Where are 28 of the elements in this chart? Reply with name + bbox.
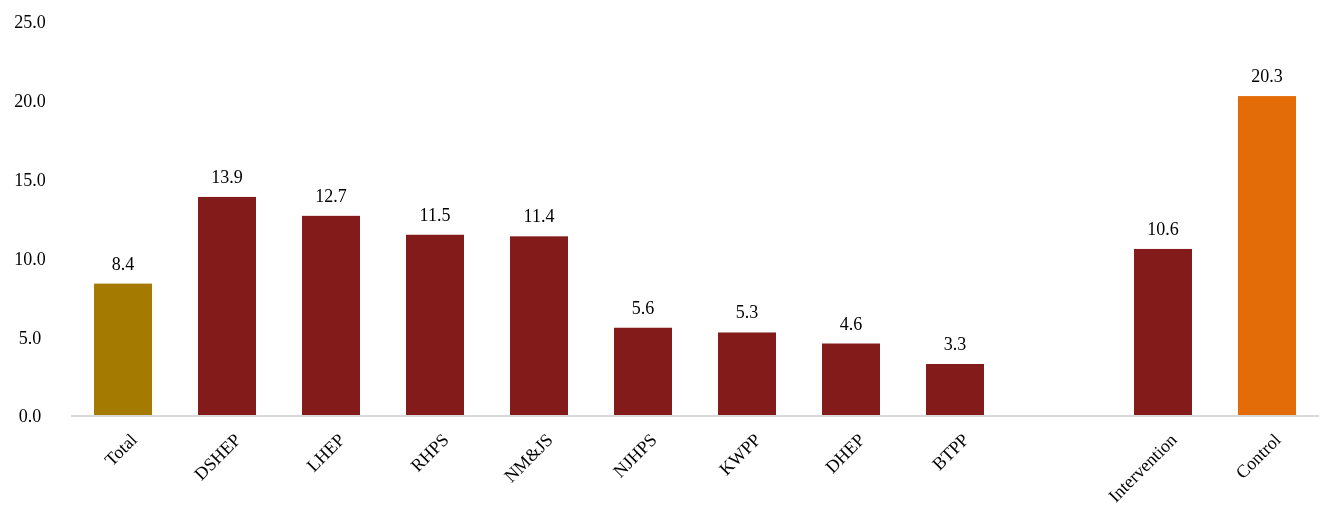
data-label: 10.6 bbox=[1147, 218, 1179, 239]
bar bbox=[1134, 248, 1192, 416]
y-tick-label: 15.0 bbox=[14, 169, 46, 190]
bar bbox=[510, 236, 568, 416]
bar bbox=[406, 234, 464, 416]
data-label: 5.3 bbox=[735, 302, 759, 323]
data-label: 8.4 bbox=[111, 253, 135, 274]
data-label: 12.7 bbox=[315, 185, 347, 206]
data-label: 20.3 bbox=[1251, 66, 1283, 87]
data-label: 3.3 bbox=[943, 333, 967, 354]
y-tick-label: 0.0 bbox=[18, 406, 42, 427]
data-label: 11.4 bbox=[523, 206, 555, 227]
y-tick-label: 20.0 bbox=[14, 91, 46, 112]
bar bbox=[94, 283, 152, 416]
bar bbox=[198, 196, 256, 416]
y-tick-label: 25.0 bbox=[14, 12, 46, 33]
bar bbox=[1238, 96, 1296, 416]
data-label: 11.5 bbox=[419, 204, 451, 225]
bar bbox=[302, 215, 360, 416]
bar bbox=[614, 327, 672, 416]
bar bbox=[926, 363, 984, 416]
data-label: 4.6 bbox=[839, 313, 863, 334]
bar bbox=[822, 343, 880, 416]
bar bbox=[718, 332, 776, 416]
data-label: 13.9 bbox=[211, 166, 243, 187]
y-tick-label: 5.0 bbox=[18, 327, 42, 348]
y-tick-label: 10.0 bbox=[14, 248, 46, 269]
data-label: 5.6 bbox=[631, 297, 655, 318]
